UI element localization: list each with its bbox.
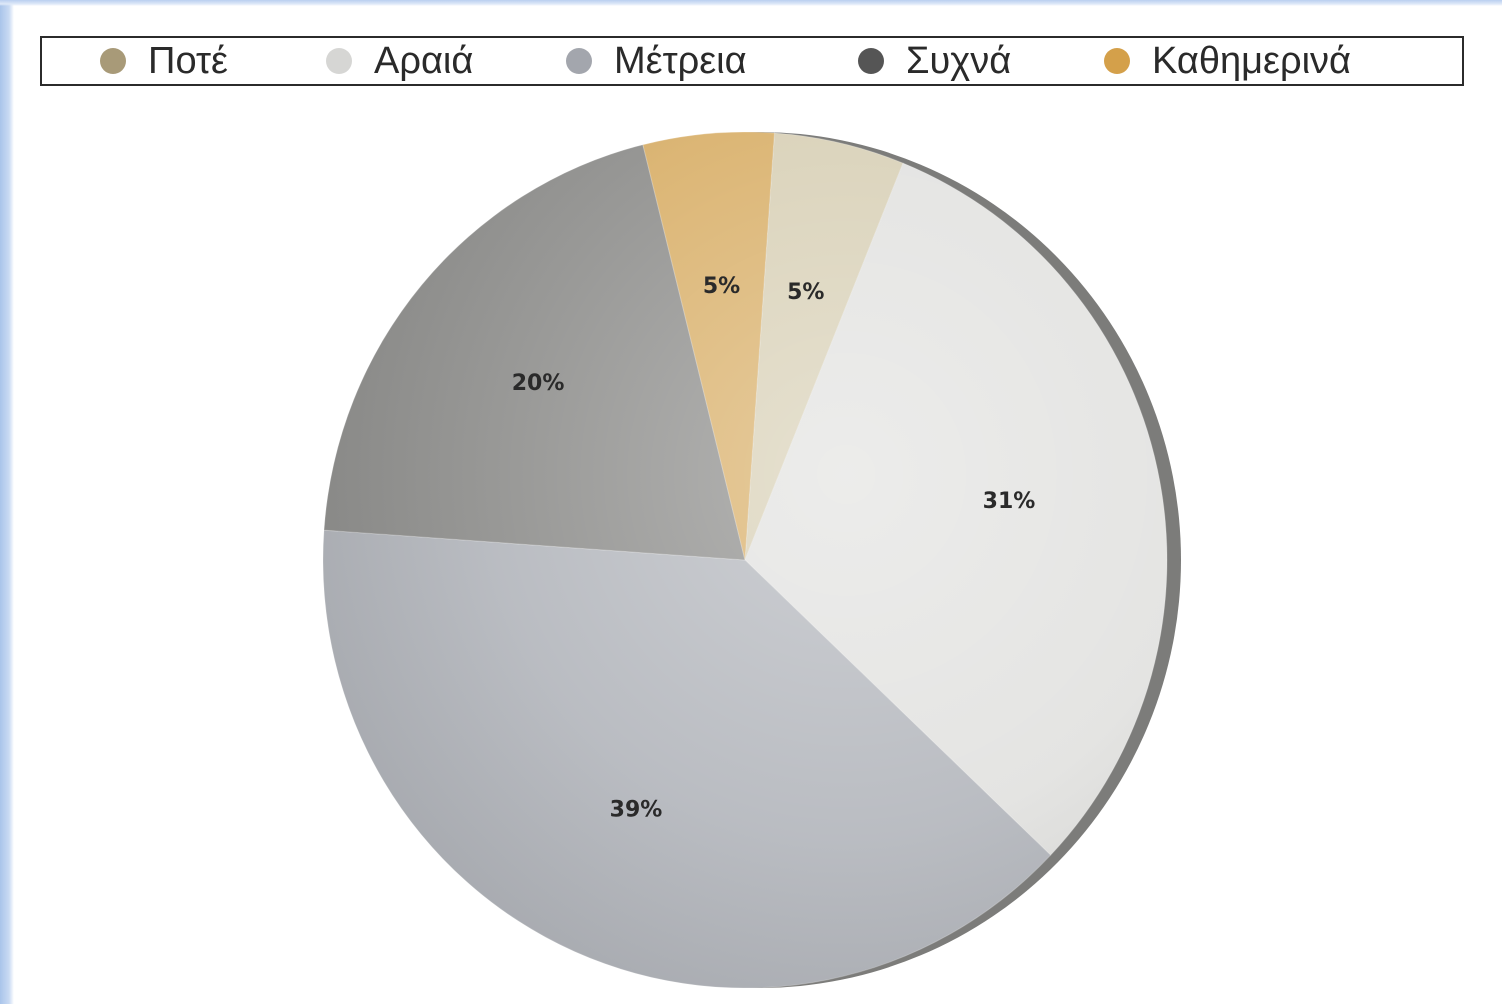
- pie-slice-label-4: 20%: [512, 371, 565, 396]
- legend-swatch: [858, 48, 884, 74]
- legend-swatch: [566, 48, 592, 74]
- legend-swatch: [326, 48, 352, 74]
- legend-label: Συχνά: [906, 40, 1012, 82]
- legend-label: Ποτέ: [148, 40, 228, 82]
- pie-chart: 5% 31% 39% 20% 5%: [300, 120, 1200, 1000]
- window-top-band: [0, 0, 1502, 6]
- legend-item-1: Ποτέ: [100, 38, 228, 84]
- legend-label: Αραιά: [374, 40, 474, 82]
- pie-slice-label-2: 31%: [983, 489, 1036, 514]
- legend-swatch: [1104, 48, 1130, 74]
- legend-item-4: Συχνά: [858, 38, 1011, 84]
- pie-slice-label-1: 5%: [787, 280, 824, 305]
- legend-label: Μέτρεια: [614, 40, 747, 82]
- legend-item-5: Καθημερινά: [1104, 38, 1351, 84]
- chart-legend: Ποτέ Αραιά Μέτρεια Συχνά Καθημερινά: [40, 36, 1464, 86]
- pie-slice-label-3: 39%: [610, 798, 663, 823]
- legend-item-2: Αραιά: [326, 38, 473, 84]
- pie-slice-label-5: 5%: [703, 274, 740, 299]
- legend-swatch: [100, 48, 126, 74]
- legend-item-3: Μέτρεια: [566, 38, 747, 84]
- legend-label: Καθημερινά: [1152, 40, 1351, 82]
- pie-chart-svg: 5% 31% 39% 20% 5%: [322, 131, 1181, 989]
